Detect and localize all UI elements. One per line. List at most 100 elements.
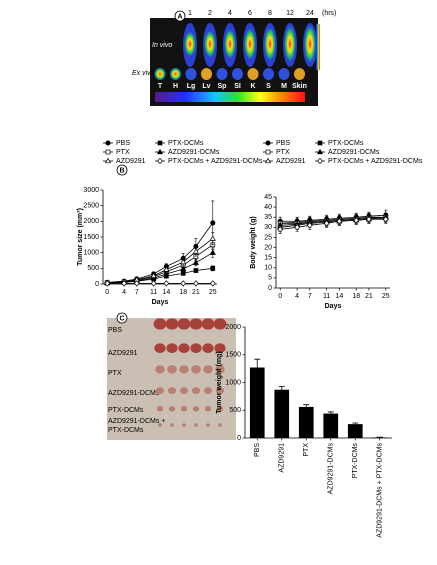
row-label: In vivo — [152, 42, 172, 49]
organ — [201, 68, 212, 80]
y-tick-label: 15 — [264, 255, 272, 262]
tumor — [215, 365, 225, 374]
marker — [193, 268, 199, 273]
marker — [323, 220, 330, 227]
tumor — [180, 406, 188, 412]
in-vivo-scale — [316, 24, 320, 70]
y-tick-label: 30 — [264, 224, 272, 231]
y-tick-label: 40 — [264, 204, 272, 211]
tumor — [170, 423, 174, 427]
mouse-signal — [304, 26, 316, 62]
mouse-signal — [244, 29, 256, 59]
photo-label: AZD9291-DCMs + — [108, 418, 165, 425]
legend-label: PTX-DCMs — [168, 140, 204, 147]
bar — [347, 424, 363, 438]
color-scale — [155, 92, 305, 102]
tumor — [204, 387, 212, 395]
legend-marker — [156, 148, 164, 155]
time-label: 24 — [306, 10, 314, 17]
marker — [209, 280, 216, 287]
tumor — [213, 318, 227, 330]
x-tick-label: AZD9291 — [279, 443, 286, 473]
marker — [163, 270, 170, 277]
time-label: 1 — [188, 10, 192, 17]
tumor — [203, 365, 213, 374]
x-tick-label: AZD9291-DCMs — [328, 443, 335, 495]
organ-label: Skin — [292, 83, 307, 90]
x-tick-label: PTX — [303, 443, 310, 457]
error-bar — [303, 404, 310, 407]
tumor — [216, 406, 224, 412]
x-tick-label: 18 — [352, 293, 360, 300]
marker — [353, 217, 360, 224]
error-bar — [327, 411, 334, 414]
legend-label: PTX — [116, 149, 130, 156]
tumor-photo — [107, 318, 236, 440]
y-axis-label: Body weight (g) — [250, 216, 257, 269]
marker — [133, 280, 140, 287]
marker — [180, 270, 186, 276]
x-tick-label: 18 — [179, 289, 187, 296]
marker — [336, 218, 343, 225]
x-tick-label: 4 — [122, 289, 126, 296]
x-tick-label: 0 — [105, 289, 109, 296]
x-axis-label: Days — [152, 299, 169, 306]
legend-label: PTX — [276, 149, 290, 156]
marker — [163, 266, 170, 272]
photo-label: PTX-DCMs — [108, 427, 144, 434]
tumor — [166, 343, 178, 354]
error-bar — [254, 358, 261, 368]
bar — [372, 437, 388, 438]
x-tick-label: 21 — [192, 289, 200, 296]
y-tick-label: 1000 — [83, 250, 99, 257]
x-axis-label: Days — [325, 303, 342, 310]
y-tick-label: 25 — [264, 234, 272, 241]
tumor — [206, 423, 210, 427]
organ-label: S — [266, 83, 271, 90]
x-tick-label: 25 — [209, 289, 217, 296]
y-tick-label: 500 — [229, 407, 241, 414]
time-label: 8 — [268, 10, 272, 17]
marker — [150, 272, 157, 279]
tumor — [190, 343, 202, 354]
marker — [210, 265, 216, 271]
organ-label: Lv — [202, 83, 210, 90]
marker — [209, 235, 216, 241]
bar — [298, 406, 314, 438]
tumor — [214, 343, 226, 354]
tumor — [182, 423, 186, 427]
organ-label: H — [173, 83, 178, 90]
mouse-signal — [184, 32, 196, 56]
tumor — [178, 343, 190, 354]
legend-marker — [316, 148, 324, 155]
y-tick-label: 2000 — [225, 324, 241, 331]
organ-label: T — [158, 83, 163, 90]
marker — [277, 226, 284, 233]
organ — [247, 68, 259, 80]
legend-marker — [157, 140, 163, 146]
legend-marker — [265, 140, 271, 146]
organ-label: K — [250, 83, 255, 90]
marker — [180, 280, 187, 287]
marker — [306, 222, 313, 229]
tumor — [179, 365, 189, 374]
row-label: Ex vivo — [132, 70, 155, 77]
time-unit: (hrs) — [322, 10, 336, 17]
marker — [209, 249, 216, 255]
x-tick-label: 4 — [295, 293, 299, 300]
legend-label: AZD9291-DCMs — [328, 149, 380, 156]
legend-label: PBS — [276, 140, 290, 147]
y-tick-label: 45 — [264, 194, 272, 201]
tumor — [165, 318, 179, 330]
marker — [366, 216, 372, 223]
tumor — [168, 387, 176, 395]
y-axis-label: Tumor weight (mg) — [216, 351, 223, 413]
mouse-signal — [224, 30, 236, 58]
mouse-signal — [264, 28, 276, 60]
time-label: 6 — [248, 10, 252, 17]
organ — [154, 68, 166, 80]
x-tick-label: 0 — [278, 293, 282, 300]
x-tick-label: 14 — [162, 289, 170, 296]
time-label: 2 — [208, 10, 212, 17]
